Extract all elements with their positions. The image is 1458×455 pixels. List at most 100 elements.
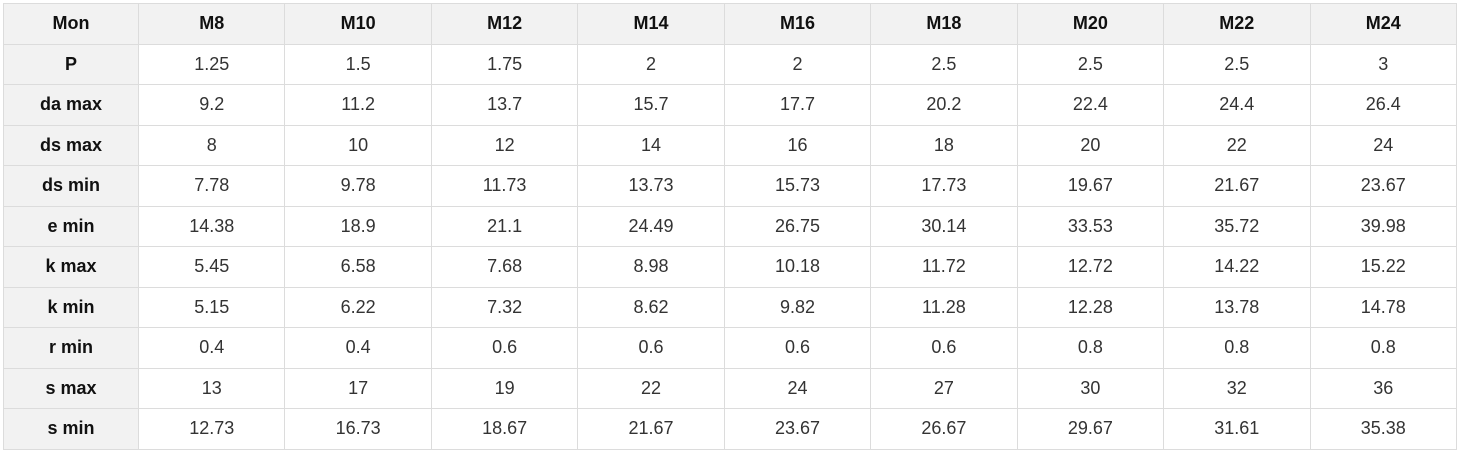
bolt-dimensions-table: Mon M8 M10 M12 M14 M16 M18 M20 M22 M24 P 1.25 1.5 1.… [3, 3, 1457, 450]
table-cell: 30 [1016, 367, 1165, 409]
column-header-size: M10 [284, 3, 432, 45]
table-cell: 24 [723, 367, 872, 409]
table-cell: 26.75 [723, 205, 872, 247]
table-cell: 0.4 [284, 327, 432, 369]
table-cell: 0.6 [577, 327, 725, 369]
table-cell: 17.7 [723, 84, 872, 126]
column-header-size: M20 [1016, 3, 1165, 45]
row-label: P [3, 43, 139, 85]
table-cell: 39.98 [1309, 205, 1457, 247]
table-row: s max 13 17 19 22 24 27 30 32 36 [3, 367, 1457, 409]
table-cell: 0.8 [1016, 327, 1165, 369]
table-cell: 12.73 [137, 408, 286, 450]
table-cell: 30.14 [870, 205, 1018, 247]
table-cell: 26.4 [1309, 84, 1457, 126]
row-label: s min [3, 408, 139, 450]
table-cell: 22 [577, 367, 725, 409]
row-label: e min [3, 205, 139, 247]
table-cell: 10 [284, 124, 432, 166]
table-cell: 22.4 [1016, 84, 1165, 126]
table-cell: 10.18 [723, 246, 872, 288]
table-cell: 16.73 [284, 408, 432, 450]
table-cell: 14.22 [1163, 246, 1311, 288]
column-header-size: M12 [430, 3, 579, 45]
table-row: s min 12.73 16.73 18.67 21.67 23.67 26.67 29.67… [3, 408, 1457, 450]
row-label: r min [3, 327, 139, 369]
table-cell: 13.7 [430, 84, 579, 126]
table-cell: 5.15 [137, 286, 286, 328]
table-cell: 2.5 [1163, 43, 1311, 85]
table-cell: 1.5 [284, 43, 432, 85]
table-cell: 13.73 [577, 165, 725, 207]
table-cell: 16 [723, 124, 872, 166]
table-cell: 8 [137, 124, 286, 166]
table-cell: 17.73 [870, 165, 1018, 207]
row-label: s max [3, 367, 139, 409]
table-cell: 11.72 [870, 246, 1018, 288]
column-header-size: M16 [723, 3, 872, 45]
table-cell: 32 [1163, 367, 1311, 409]
table-cell: 35.38 [1309, 408, 1457, 450]
table-header: Mon M8 M10 M12 M14 M16 M18 M20 M22 M24 [3, 3, 1457, 45]
table-cell: 2 [577, 43, 725, 85]
table-cell: 24.49 [577, 205, 725, 247]
table-cell: 15.73 [723, 165, 872, 207]
table-cell: 0.8 [1163, 327, 1311, 369]
column-header-size: M18 [870, 3, 1018, 45]
table-cell: 15.22 [1309, 246, 1457, 288]
table-cell: 5.45 [137, 246, 286, 288]
table-cell: 8.62 [577, 286, 725, 328]
table-cell: 35.72 [1163, 205, 1311, 247]
table-cell: 12 [430, 124, 579, 166]
table-cell: 17 [284, 367, 432, 409]
table-cell: 2.5 [870, 43, 1018, 85]
row-label: k min [3, 286, 139, 328]
table-cell: 15.7 [577, 84, 725, 126]
table-cell: 6.22 [284, 286, 432, 328]
table-cell: 21.67 [1163, 165, 1311, 207]
table-cell: 18.67 [430, 408, 579, 450]
table-cell: 9.82 [723, 286, 872, 328]
table-cell: 0.8 [1309, 327, 1457, 369]
column-header-size: M24 [1309, 3, 1457, 45]
table-cell: 13.78 [1163, 286, 1311, 328]
table-row: r min 0.4 0.4 0.6 0.6 0.6 0.6 0.8 0.8 0.8 [3, 327, 1457, 369]
table-cell: 20 [1016, 124, 1165, 166]
table-cell: 13 [137, 367, 286, 409]
row-label: k max [3, 246, 139, 288]
table-cell: 21.67 [577, 408, 725, 450]
table-cell: 11.28 [870, 286, 1018, 328]
table-cell: 2 [723, 43, 872, 85]
table-cell: 14.78 [1309, 286, 1457, 328]
table-cell: 29.67 [1016, 408, 1165, 450]
table-cell: 6.58 [284, 246, 432, 288]
table-row: k max 5.45 6.58 7.68 8.98 10.18 11.72 12.72 14.2… [3, 246, 1457, 288]
table-cell: 8.98 [577, 246, 725, 288]
table-cell: 1.75 [430, 43, 579, 85]
table-cell: 12.72 [1016, 246, 1165, 288]
table-cell: 0.6 [723, 327, 872, 369]
column-header-size: M22 [1163, 3, 1311, 45]
column-header-size: M8 [137, 3, 286, 45]
table-cell: 18 [870, 124, 1018, 166]
table-cell: 24.4 [1163, 84, 1311, 126]
table-row: da max 9.2 11.2 13.7 15.7 17.7 20.2 22.4 24.4 26.… [3, 84, 1457, 126]
table-cell: 31.61 [1163, 408, 1311, 450]
table-cell: 18.9 [284, 205, 432, 247]
table-cell: 14 [577, 124, 725, 166]
table-row: e min 14.38 18.9 21.1 24.49 26.75 30.14 33.53 35… [3, 205, 1457, 247]
bolt-dimensions-table-container: Mon M8 M10 M12 M14 M16 M18 M20 M22 M24 P 1.25 1.5 1.… [3, 3, 1457, 450]
table-cell: 11.2 [284, 84, 432, 126]
table-cell: 14.38 [137, 205, 286, 247]
table-cell: 2.5 [1016, 43, 1165, 85]
table-cell: 21.1 [430, 205, 579, 247]
table-body: P 1.25 1.5 1.75 2 2 2.5 2.5 2.5 3 da max 9.2 11.2 13.… [3, 43, 1457, 450]
table-cell: 7.68 [430, 246, 579, 288]
table-row: P 1.25 1.5 1.75 2 2 2.5 2.5 2.5 3 [3, 43, 1457, 85]
table-cell: 7.32 [430, 286, 579, 328]
table-cell: 0.6 [430, 327, 579, 369]
table-cell: 9.78 [284, 165, 432, 207]
row-label: ds min [3, 165, 139, 207]
table-cell: 7.78 [137, 165, 286, 207]
column-header-size: M14 [577, 3, 725, 45]
